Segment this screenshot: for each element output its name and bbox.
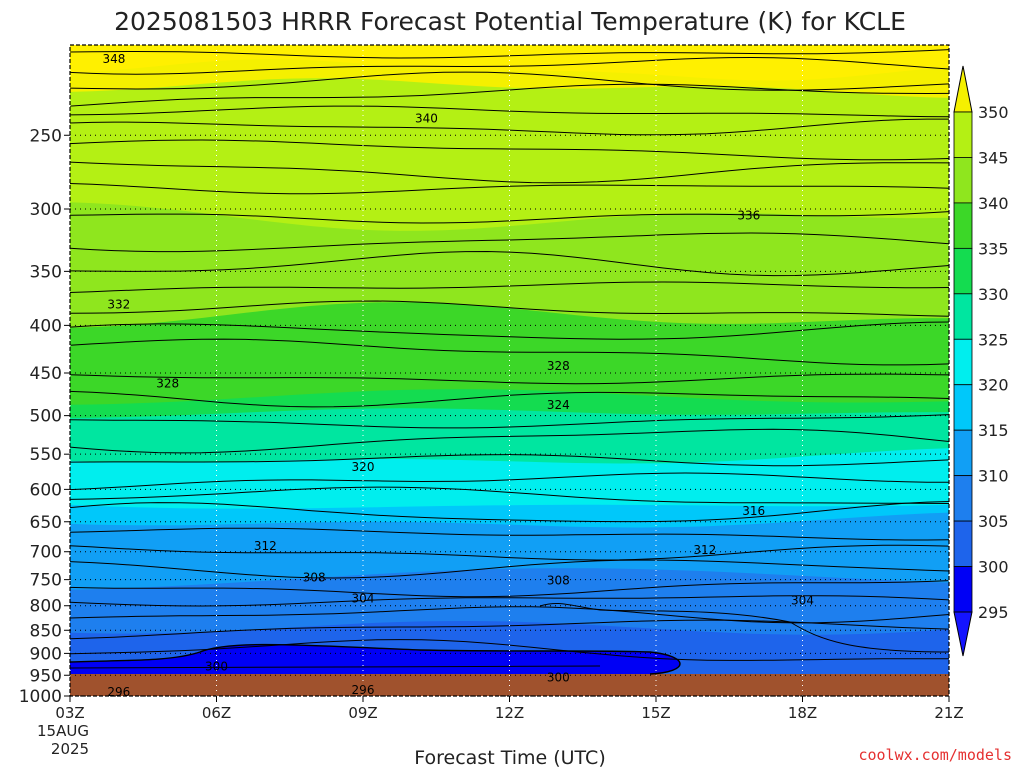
- x-tick-label: 09Z: [348, 704, 377, 722]
- contour-label: 296: [107, 685, 130, 699]
- date-label-year: 2025: [51, 740, 89, 758]
- contour-label: 308: [303, 570, 326, 584]
- contour-label: 316: [742, 504, 765, 518]
- credit-link[interactable]: coolwx.com/models: [858, 746, 1012, 764]
- colorbar-segment: [953, 475, 973, 522]
- contour-label: 296: [352, 683, 375, 697]
- colorbar-tick-label: 315: [978, 421, 1009, 440]
- colorbar-tick-label: 305: [978, 512, 1009, 531]
- y-tick-label: 800: [30, 597, 62, 617]
- contour-label: 300: [547, 670, 570, 684]
- y-tick-label: 700: [30, 543, 62, 563]
- y-tick-label: 950: [30, 666, 62, 686]
- y-tick-label: 400: [30, 316, 62, 336]
- contour-line: [70, 486, 949, 504]
- contour-line: [70, 183, 949, 195]
- contour-label: 312: [693, 543, 716, 557]
- contour-label: 332: [107, 298, 130, 312]
- y-tick-label: 450: [30, 364, 62, 384]
- x-tick-label: 06Z: [202, 704, 231, 722]
- colorbar-segment: [953, 566, 973, 613]
- contour-label: 328: [156, 377, 179, 391]
- y-tick-label: 300: [30, 200, 62, 220]
- contour-label: 304: [791, 594, 814, 608]
- date-label-day: 15AUG: [37, 722, 89, 740]
- colorbar-segment: [953, 111, 973, 158]
- contour-label: 308: [547, 574, 570, 588]
- colorbar-segment: [953, 520, 973, 567]
- x-tick-label: 18Z: [788, 704, 817, 722]
- colorbar-tick-label: 295: [978, 603, 1009, 622]
- colorbar-tick-label: 345: [978, 148, 1009, 167]
- y-tick-label: 350: [30, 262, 62, 282]
- contour-label: 340: [415, 112, 438, 126]
- colorbar-tick-label: 310: [978, 467, 1009, 486]
- colorbar-tick-label: 320: [978, 376, 1009, 395]
- colorbar-segment: [953, 202, 973, 249]
- x-axis: 03Z 06Z 09Z 12Z 15Z 18Z 21Z: [55, 696, 964, 722]
- contour-label: 348: [102, 52, 125, 66]
- x-tick-label: 21Z: [934, 704, 963, 722]
- colorbar-tick-label: 335: [978, 239, 1009, 258]
- x-tick-label: 12Z: [495, 704, 524, 722]
- contour-line: [70, 56, 949, 75]
- colorbar-segment: [953, 157, 973, 204]
- grid-lines: [69, 45, 950, 697]
- colorbar-segment: [953, 293, 973, 340]
- contour-label: 328: [547, 359, 570, 373]
- colorbar-max-arrow: [953, 65, 973, 113]
- colorbar-tick-label: 350: [978, 103, 1009, 122]
- contour-line: [70, 544, 949, 561]
- colorbar-tick-label: 330: [978, 285, 1009, 304]
- contour-label: 336: [737, 209, 760, 223]
- contour-label: 304: [352, 592, 375, 606]
- contour-line: [70, 300, 949, 317]
- colorbar-segment: [953, 429, 973, 477]
- y-tick-label: 900: [30, 644, 62, 664]
- contour-line: [70, 338, 949, 366]
- contour-label: 324: [547, 398, 570, 412]
- y-tick-label: 850: [30, 621, 62, 641]
- x-axis-label: Forecast Time (UTC): [414, 747, 605, 768]
- contour-label: 312: [254, 539, 277, 553]
- colorbar-segment: [953, 247, 973, 295]
- colorbar-tick-label: 300: [978, 558, 1009, 577]
- contour-line: [70, 580, 949, 598]
- y-axis: 250 300 350 400 450 500 550 600 650 700 750 800 850 9…: [19, 126, 70, 707]
- x-tick-label: 03Z: [55, 704, 84, 722]
- contour-line: [70, 472, 949, 491]
- colorbar-segment: [953, 338, 973, 386]
- contour-line-300: [70, 643, 681, 675]
- colorbar-min-arrow: [953, 611, 973, 657]
- colorbar: 350 345 340 335 330 325 320 315 310 305 300 295: [953, 65, 1009, 657]
- y-tick-label: 1000: [19, 687, 62, 707]
- colorbar-tick-label: 325: [978, 330, 1009, 349]
- contour-line: [70, 414, 949, 429]
- band-295-300: [70, 644, 680, 677]
- y-tick-label: 500: [30, 407, 62, 427]
- chart-title: 2025081503 HRRR Forecast Potential Tempe…: [114, 7, 906, 36]
- y-tick-label: 250: [30, 126, 62, 146]
- contour-label: 320: [352, 460, 375, 474]
- x-tick-label: 15Z: [641, 704, 670, 722]
- y-tick-label: 650: [30, 513, 62, 533]
- y-tick-label: 750: [30, 571, 62, 591]
- colorbar-tick-label: 340: [978, 194, 1009, 213]
- colorbar-segment: [953, 384, 973, 431]
- contour-label: 300: [205, 660, 228, 674]
- y-tick-label: 600: [30, 480, 62, 500]
- plot-area: [70, 45, 949, 696]
- y-tick-label: 550: [30, 445, 62, 465]
- contour-line-302: [539, 603, 949, 653]
- contour-line: [70, 428, 949, 454]
